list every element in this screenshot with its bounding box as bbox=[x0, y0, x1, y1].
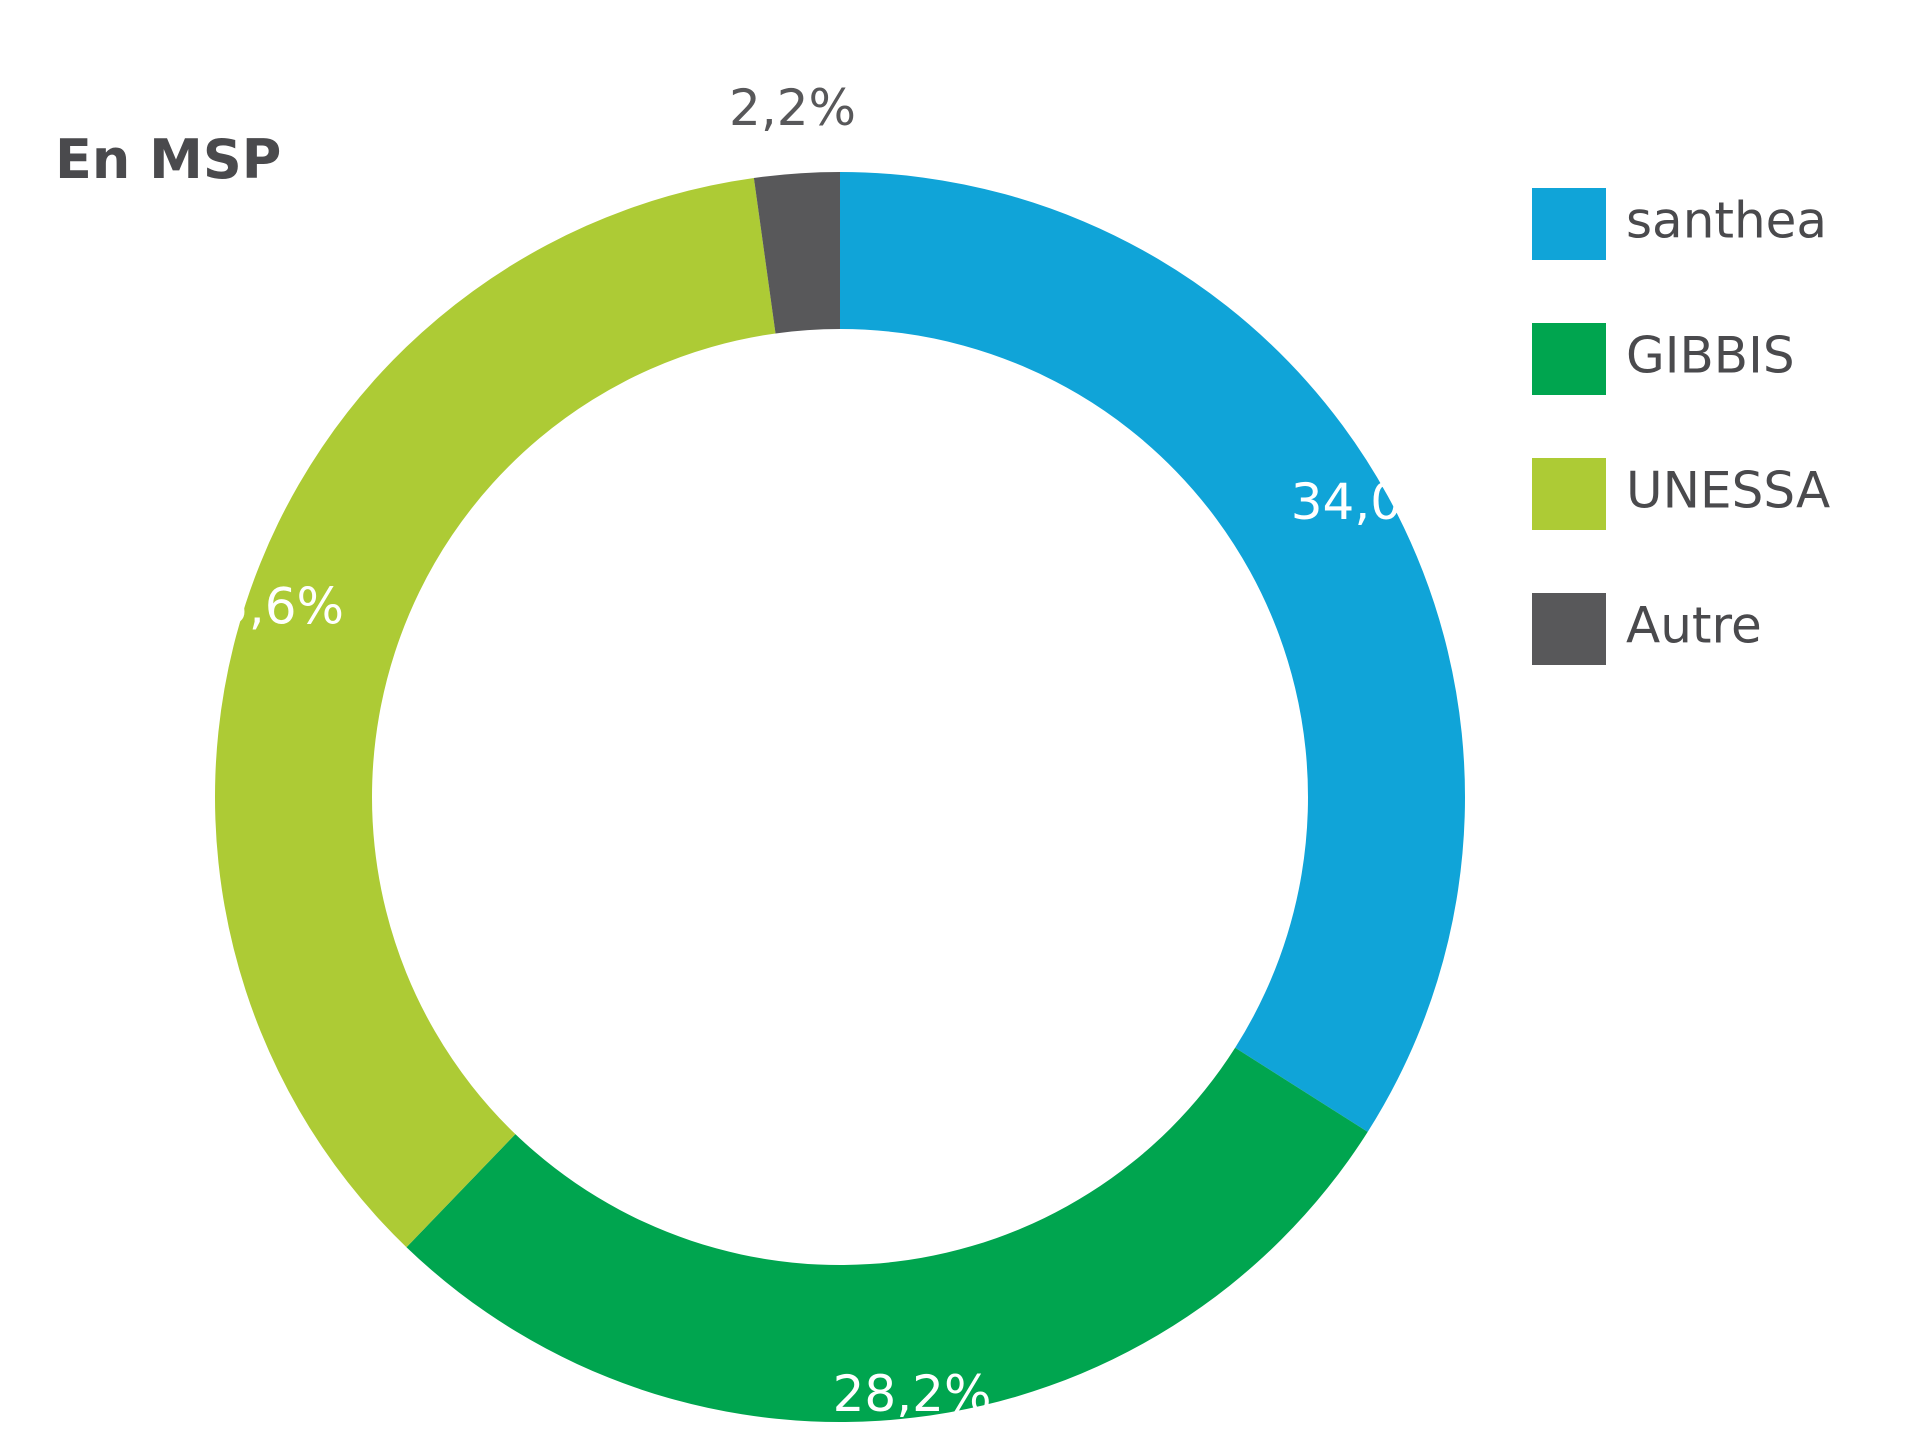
legend-item-unessa: UNESSA bbox=[1532, 458, 1830, 530]
slice-unessa bbox=[215, 177, 776, 1248]
data-label-santhea: 34,0% bbox=[1291, 473, 1450, 531]
slice-santhea bbox=[840, 172, 1465, 1132]
legend-item-santhea: santhea bbox=[1532, 188, 1827, 260]
chart-title: En MSP bbox=[55, 128, 281, 191]
legend-swatch-gibbis bbox=[1532, 323, 1606, 395]
legend-label-unessa: UNESSA bbox=[1626, 462, 1830, 520]
data-label-autre: 2,2% bbox=[729, 79, 856, 137]
legend-label-santhea: santhea bbox=[1626, 192, 1827, 250]
legend-item-gibbis: GIBBIS bbox=[1532, 323, 1795, 395]
legend-item-autre: Autre bbox=[1532, 593, 1762, 665]
data-labels: 34,0% 28,2% 35,6% 2,2% bbox=[185, 79, 1449, 1423]
legend: santhea GIBBIS UNESSA Autre bbox=[1532, 188, 1830, 665]
legend-swatch-autre bbox=[1532, 593, 1606, 665]
data-label-gibbis: 28,2% bbox=[833, 1365, 992, 1423]
data-label-unessa: 35,6% bbox=[185, 578, 344, 636]
legend-label-autre: Autre bbox=[1626, 597, 1762, 655]
legend-label-gibbis: GIBBIS bbox=[1626, 327, 1795, 385]
slice-gibbis bbox=[406, 1047, 1368, 1422]
slice-autre bbox=[753, 172, 840, 334]
donut-slices bbox=[215, 172, 1465, 1422]
legend-swatch-santhea bbox=[1532, 188, 1606, 260]
legend-swatch-unessa bbox=[1532, 458, 1606, 530]
